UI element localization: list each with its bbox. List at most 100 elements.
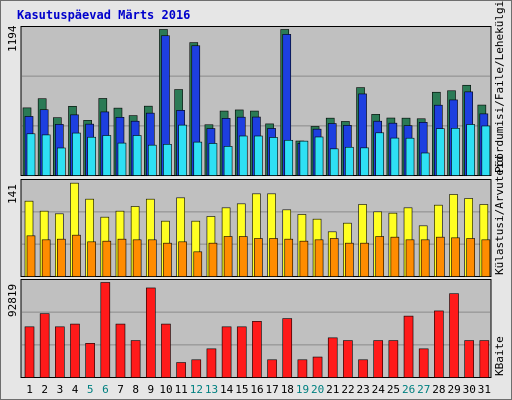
- day-labels: 1 2 3 4 5 6 7 8 9 10 11 12 13 14 15 16 17 18 19 20 21 22 23 24 2…: [26, 383, 491, 396]
- sites-bar: [314, 239, 324, 277]
- sites-bar: [375, 236, 385, 277]
- pages-bar: [57, 147, 66, 176]
- pages-bar: [72, 132, 81, 176]
- sites-bar: [163, 242, 172, 277]
- kbytes-bar: [100, 282, 111, 378]
- pages-bar: [238, 135, 248, 176]
- kbytes-bar: [312, 356, 323, 378]
- sites-bar: [238, 236, 248, 277]
- bars: [22, 29, 491, 378]
- kbytes-bar: [418, 348, 429, 378]
- pages-bar: [223, 146, 233, 176]
- sites-bar: [193, 251, 203, 277]
- day-label: 18: [281, 383, 294, 396]
- day-label: 23: [357, 383, 370, 396]
- sites-bar: [390, 236, 400, 277]
- pages-bar: [360, 147, 369, 176]
- day-label: 15: [235, 383, 248, 396]
- sites-bar: [178, 241, 187, 277]
- kbytes-bar: [252, 321, 262, 378]
- kbytes-bar: [403, 315, 414, 378]
- sites-bar: [466, 238, 475, 277]
- pages-bar: [390, 137, 400, 176]
- side-label-visits: Külastusi: [493, 215, 506, 275]
- kbytes-bar: [282, 318, 293, 378]
- sites-bar: [329, 238, 339, 277]
- side-label-sites: Arvuteid: [493, 156, 506, 209]
- pages-bar: [420, 152, 430, 176]
- day-label: 16: [250, 383, 263, 396]
- pages-bar: [178, 124, 187, 176]
- kbytes-bar: [24, 326, 35, 378]
- day-label: 28: [432, 383, 445, 396]
- kbytes-bar: [388, 340, 399, 378]
- sites-bar: [102, 240, 112, 277]
- day-label: 22: [341, 383, 354, 396]
- kbytes-bar: [267, 359, 277, 378]
- kbytes-bar: [373, 340, 384, 378]
- day-label: 8: [132, 383, 139, 396]
- sites-bar: [87, 241, 96, 277]
- pages-bar: [284, 139, 294, 176]
- side-label-hits: Pöördumisi: [493, 107, 506, 173]
- sites-bar: [405, 239, 415, 277]
- kbytes-bar: [145, 287, 156, 378]
- sites-bar: [451, 237, 460, 277]
- pages-bar: [329, 148, 339, 176]
- side-label-pages: Lehekülgi: [493, 1, 506, 61]
- day-label: 1: [26, 383, 33, 396]
- pages-bar: [481, 125, 491, 176]
- side-label-separator: /: [493, 209, 506, 216]
- kbytes-panel-max-label: 92819: [6, 284, 19, 317]
- sites-bar: [299, 240, 309, 277]
- pages-bar: [466, 124, 475, 176]
- pages-bar: [436, 128, 445, 176]
- day-label: 17: [266, 383, 279, 396]
- visits-sites-side-label: Külastusi/Arvuteid: [493, 156, 506, 275]
- chart-title: Kasutuspäevad Märts 2016: [17, 8, 190, 22]
- sites-bar: [41, 239, 51, 277]
- pages-bar: [375, 132, 385, 176]
- visits-panel-max-label: 141: [6, 184, 19, 204]
- kbytes-bar: [221, 326, 232, 378]
- day-label: 21: [326, 383, 339, 396]
- sites-bar: [72, 234, 81, 277]
- pages-bar: [147, 144, 157, 176]
- day-label: 19: [296, 383, 309, 396]
- sites-bar: [360, 242, 369, 277]
- day-label: 3: [57, 383, 64, 396]
- pages-bar: [254, 135, 263, 176]
- day-label: 11: [175, 383, 188, 396]
- side-label-files: Faile: [493, 67, 506, 100]
- day-label: 7: [117, 383, 124, 396]
- kbytes-bar: [39, 313, 50, 378]
- day-label: 24: [372, 383, 386, 396]
- kbytes-bar: [70, 323, 80, 378]
- kbytes-bar: [206, 348, 217, 378]
- day-label: 14: [220, 383, 234, 396]
- day-label: 29: [447, 383, 460, 396]
- sites-bar: [117, 238, 127, 277]
- sites-bar: [269, 238, 278, 277]
- sites-bar: [420, 239, 430, 277]
- day-label: 25: [387, 383, 400, 396]
- sites-bar: [208, 242, 218, 277]
- pages-bar: [41, 134, 51, 176]
- kbytes-bar: [434, 310, 444, 378]
- pages-bar: [132, 135, 142, 176]
- hits-panel-max-label: 1194: [6, 25, 19, 52]
- pages-bar: [117, 142, 127, 176]
- day-label: 6: [102, 383, 109, 396]
- kbytes-bar: [85, 343, 95, 378]
- sites-bar: [436, 236, 445, 277]
- hits-files-pages-side-label: Pöördumisi/Faile/Lehekülgi: [493, 1, 506, 173]
- sites-bar: [284, 238, 294, 277]
- kbytes-bar: [115, 323, 126, 378]
- kbytes-bar: [327, 337, 338, 378]
- pages-bar: [102, 135, 112, 176]
- day-label: 27: [417, 383, 430, 396]
- day-label: 12: [190, 383, 203, 396]
- pages-bar: [26, 133, 36, 176]
- day-label: 26: [402, 383, 415, 396]
